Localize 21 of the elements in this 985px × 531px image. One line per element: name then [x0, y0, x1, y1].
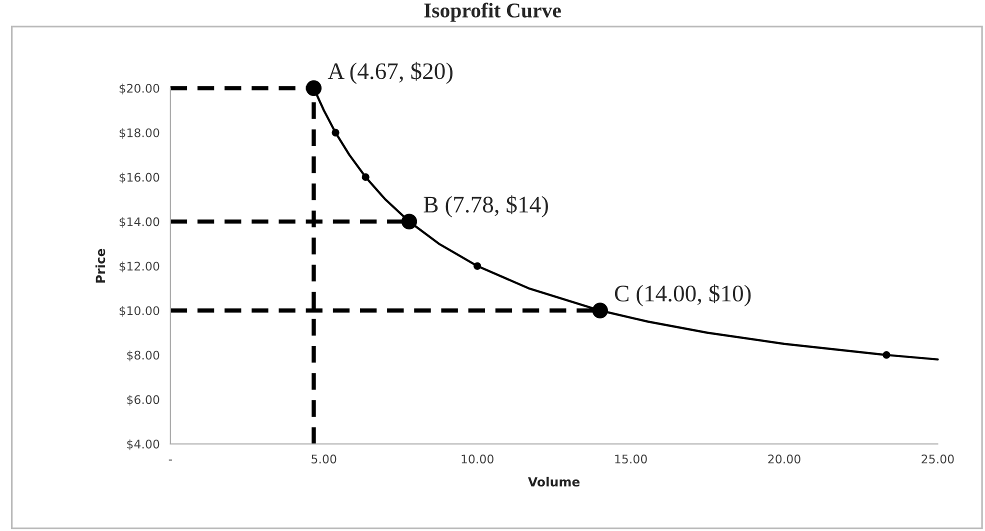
y-tick-label: $6.00: [127, 394, 160, 406]
y-tick-label: $12.00: [120, 262, 160, 272]
x-tick-label: 25.00: [922, 454, 954, 464]
x-tick-label: 20.00: [768, 454, 800, 464]
y-tick-label: $16.00: [120, 172, 160, 184]
y-tick-label: $8.00: [127, 350, 160, 362]
x-tick-label: 10.00: [462, 454, 494, 464]
y-tick-label: $20.00: [120, 84, 160, 94]
chart-title: Isoprofit Curve: [424, 2, 561, 22]
x-tick-label: 15.00: [615, 454, 647, 464]
y-tick-label: $10.00: [120, 306, 160, 317]
x-tick-label: 5.00: [312, 454, 336, 464]
y-tick-label: $14.00: [120, 217, 160, 228]
y-axis-title: Price: [95, 248, 106, 283]
y-tick-label: $18.00: [120, 128, 160, 139]
annotation: C (14.00, $10): [614, 284, 751, 306]
annotation: B (7.78, $14): [424, 195, 548, 218]
x-axis-title: Volume: [528, 476, 580, 487]
annotation: A (4.67, $20): [328, 62, 453, 84]
y-tick-label: $4.00: [127, 439, 160, 450]
x-tick-label: -: [168, 460, 172, 461]
